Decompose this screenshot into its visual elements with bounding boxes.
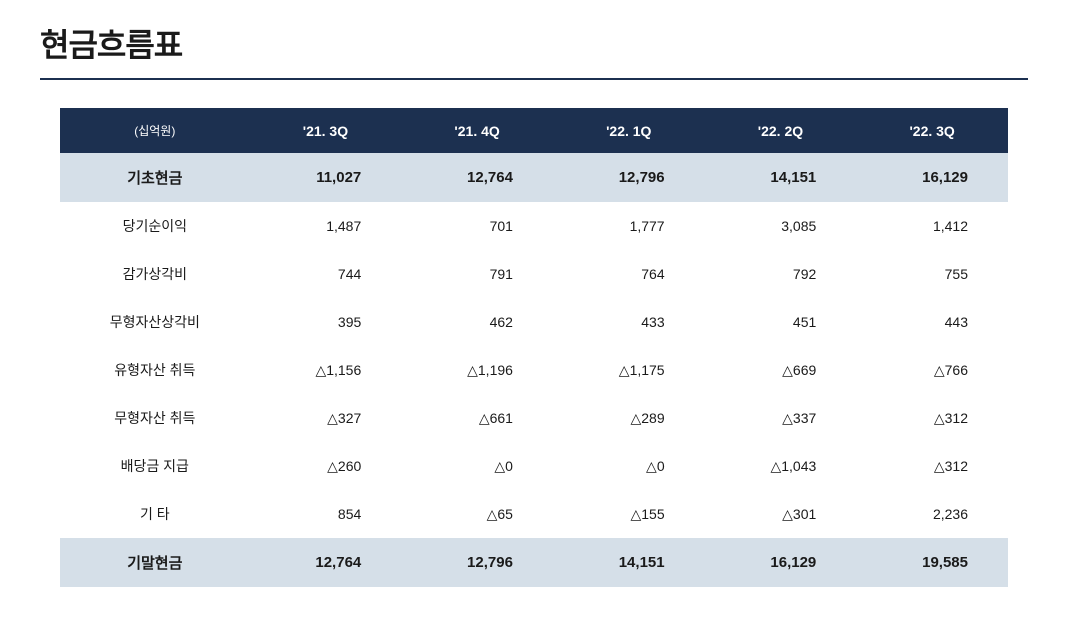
cell-value: 12,796: [553, 153, 705, 202]
cell-value: 1,487: [250, 202, 402, 250]
table-row: 기말현금12,76412,79614,15116,12919,585: [60, 538, 1008, 587]
table-row: 무형자산 취득△327△661△289△337△312: [60, 394, 1008, 442]
cell-value: △260: [250, 442, 402, 490]
cell-value: △0: [401, 442, 553, 490]
row-label: 배당금 지급: [60, 442, 250, 490]
table-row: 배당금 지급△260△0△0△1,043△312: [60, 442, 1008, 490]
column-header: '22. 1Q: [553, 108, 705, 153]
cashflow-table-wrap: (십억원) '21. 3Q '21. 4Q '22. 1Q '22. 2Q '2…: [40, 108, 1028, 587]
table-row: 유형자산 취득△1,156△1,196△1,175△669△766: [60, 346, 1008, 394]
cell-value: △766: [856, 346, 1008, 394]
cashflow-table: (십억원) '21. 3Q '21. 4Q '22. 1Q '22. 2Q '2…: [60, 108, 1008, 587]
cell-value: 451: [705, 298, 857, 346]
cell-value: △301: [705, 490, 857, 538]
row-label: 기 타: [60, 490, 250, 538]
cell-value: 462: [401, 298, 553, 346]
cell-value: △0: [553, 442, 705, 490]
row-label: 유형자산 취득: [60, 346, 250, 394]
row-label: 감가상각비: [60, 250, 250, 298]
cell-value: △1,196: [401, 346, 553, 394]
unit-label-header: (십억원): [60, 108, 250, 153]
row-label: 기말현금: [60, 538, 250, 587]
cell-value: 12,764: [401, 153, 553, 202]
cell-value: △1,043: [705, 442, 857, 490]
cell-value: 791: [401, 250, 553, 298]
cell-value: 443: [856, 298, 1008, 346]
column-header: '21. 4Q: [401, 108, 553, 153]
cell-value: △312: [856, 442, 1008, 490]
cell-value: 1,412: [856, 202, 1008, 250]
cell-value: △669: [705, 346, 857, 394]
table-row: 기초현금11,02712,76412,79614,15116,129: [60, 153, 1008, 202]
cell-value: 1,777: [553, 202, 705, 250]
cell-value: △289: [553, 394, 705, 442]
cell-value: 19,585: [856, 538, 1008, 587]
column-header: '22. 3Q: [856, 108, 1008, 153]
row-label: 무형자산상각비: [60, 298, 250, 346]
cell-value: 11,027: [250, 153, 402, 202]
row-label: 무형자산 취득: [60, 394, 250, 442]
cell-value: △155: [553, 490, 705, 538]
cell-value: 764: [553, 250, 705, 298]
cell-value: 792: [705, 250, 857, 298]
cell-value: 2,236: [856, 490, 1008, 538]
cell-value: 16,129: [705, 538, 857, 587]
cell-value: 12,796: [401, 538, 553, 587]
cell-value: 433: [553, 298, 705, 346]
cell-value: 3,085: [705, 202, 857, 250]
table-row: 당기순이익1,4877011,7773,0851,412: [60, 202, 1008, 250]
cell-value: 755: [856, 250, 1008, 298]
table-row: 무형자산상각비395462433451443: [60, 298, 1008, 346]
cell-value: △327: [250, 394, 402, 442]
cell-value: 854: [250, 490, 402, 538]
cell-value: △65: [401, 490, 553, 538]
cell-value: △337: [705, 394, 857, 442]
cell-value: 395: [250, 298, 402, 346]
cell-value: △1,156: [250, 346, 402, 394]
cell-value: 744: [250, 250, 402, 298]
cell-value: △661: [401, 394, 553, 442]
cell-value: 12,764: [250, 538, 402, 587]
cell-value: 14,151: [705, 153, 857, 202]
cell-value: △1,175: [553, 346, 705, 394]
table-header-row: (십억원) '21. 3Q '21. 4Q '22. 1Q '22. 2Q '2…: [60, 108, 1008, 153]
column-header: '22. 2Q: [705, 108, 857, 153]
cell-value: 16,129: [856, 153, 1008, 202]
column-header: '21. 3Q: [250, 108, 402, 153]
cell-value: △312: [856, 394, 1008, 442]
row-label: 당기순이익: [60, 202, 250, 250]
table-row: 기 타854△65△155△3012,236: [60, 490, 1008, 538]
cell-value: 14,151: [553, 538, 705, 587]
cell-value: 701: [401, 202, 553, 250]
row-label: 기초현금: [60, 153, 250, 202]
title-underline: [40, 78, 1028, 80]
table-row: 감가상각비744791764792755: [60, 250, 1008, 298]
page-title: 현금흐름표: [40, 20, 1028, 66]
